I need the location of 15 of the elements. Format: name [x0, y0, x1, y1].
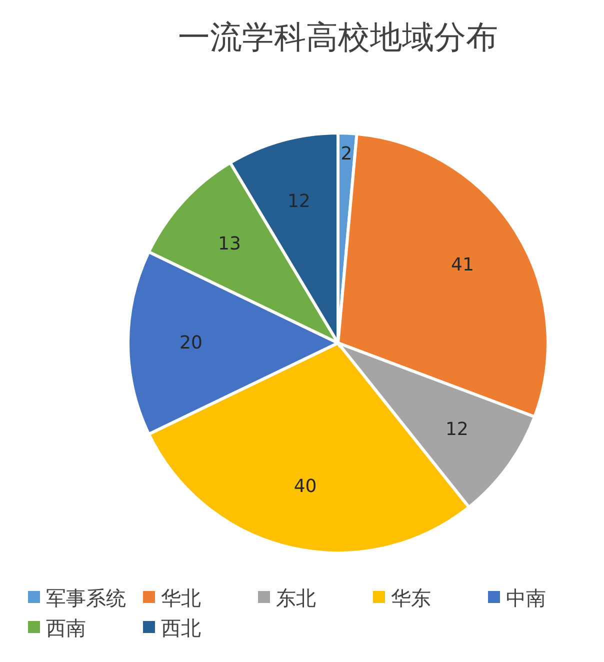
- legend-label: 中南: [506, 586, 546, 610]
- chart-title: 一流学科高校地域分布: [178, 18, 498, 56]
- data-label: 20: [180, 332, 202, 354]
- data-label: 40: [294, 476, 317, 497]
- legend-label: 西北: [161, 616, 201, 640]
- legend-label: 军事系统: [46, 586, 126, 610]
- data-label: 13: [218, 233, 241, 254]
- data-label: 12: [445, 418, 468, 440]
- legend-label: 东北: [276, 586, 316, 610]
- legend-label: 西南: [46, 616, 86, 640]
- legend-label: 华东: [391, 586, 431, 610]
- legend-label: 华北: [161, 586, 201, 610]
- data-label: 41: [451, 254, 474, 276]
- data-label: 2: [340, 144, 352, 165]
- data-label: 12: [287, 190, 310, 212]
